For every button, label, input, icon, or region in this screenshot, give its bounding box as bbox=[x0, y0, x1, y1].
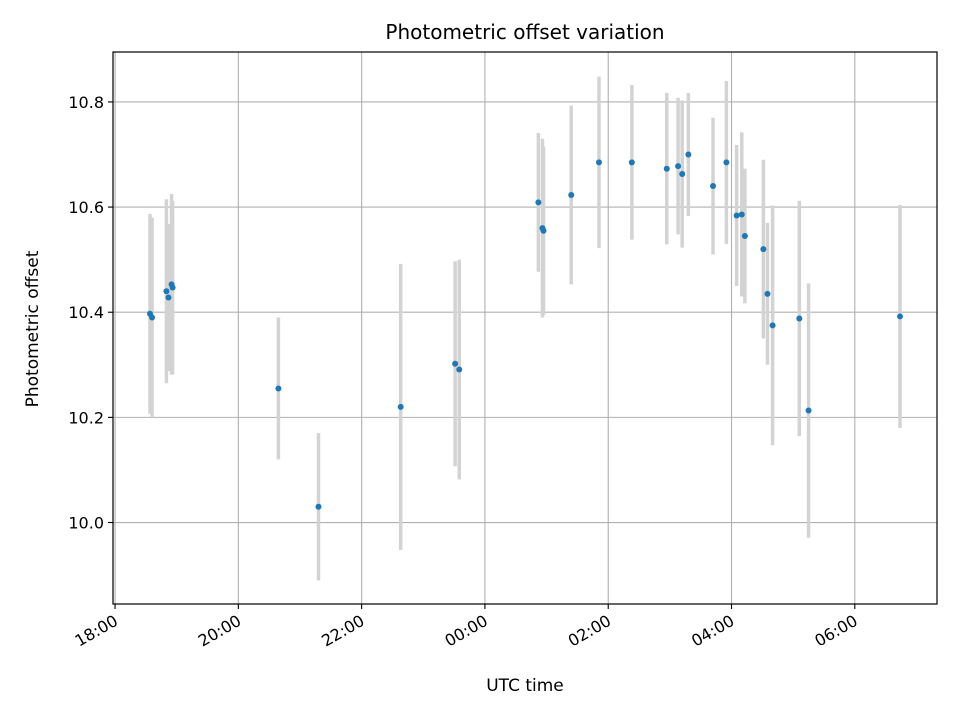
data-point bbox=[663, 165, 670, 172]
data-point bbox=[149, 314, 156, 321]
data-point bbox=[723, 159, 730, 166]
y-tick-label: 10.8 bbox=[68, 93, 104, 112]
y-tick-label: 10.6 bbox=[68, 198, 104, 217]
data-point bbox=[769, 322, 776, 329]
data-point bbox=[805, 407, 812, 414]
data-point bbox=[275, 385, 282, 392]
data-point bbox=[741, 233, 748, 239]
data-point bbox=[685, 151, 692, 158]
chart-title: Photometric offset variation bbox=[385, 20, 664, 44]
data-point bbox=[452, 360, 459, 367]
data-point bbox=[568, 191, 575, 198]
x-tick-label: 20:00 bbox=[195, 611, 244, 651]
x-tick-label: 02:00 bbox=[565, 611, 614, 651]
data-point bbox=[897, 313, 904, 320]
y-tick-label: 10.4 bbox=[68, 303, 104, 322]
data-point bbox=[397, 403, 404, 410]
data-point bbox=[738, 211, 745, 218]
y-tick-label: 10.0 bbox=[68, 514, 104, 533]
y-axis-title: Photometric offset bbox=[23, 250, 43, 407]
grid bbox=[113, 52, 937, 604]
data-point bbox=[540, 227, 547, 234]
data-point bbox=[163, 288, 170, 295]
x-tick-label: 04:00 bbox=[688, 611, 737, 651]
data-point bbox=[595, 159, 602, 166]
data-point bbox=[679, 170, 686, 177]
y-tick-label: 10.2 bbox=[68, 408, 104, 427]
x-tick-label: 00:00 bbox=[441, 611, 490, 651]
x-tick-label: 06:00 bbox=[811, 611, 860, 651]
x-tick-label: 18:00 bbox=[72, 611, 121, 651]
error-bars bbox=[148, 76, 902, 581]
data-point bbox=[796, 315, 803, 322]
data-point bbox=[315, 503, 322, 510]
data-point bbox=[764, 290, 771, 297]
x-axis: 18:00 20:00 22:00 00:00 02:00 04:00 06:00 bbox=[72, 604, 861, 651]
data-point bbox=[628, 159, 635, 166]
data-point bbox=[733, 212, 740, 219]
data-point bbox=[535, 199, 542, 206]
x-axis-title: UTC time bbox=[486, 676, 564, 696]
data-point bbox=[710, 183, 717, 190]
x-tick-label: 22:00 bbox=[318, 611, 367, 651]
plot-area-frame bbox=[112, 51, 938, 605]
y-axis: 10.0 10.2 10.4 10.6 10.8 bbox=[68, 93, 113, 533]
data-point bbox=[165, 294, 172, 301]
data-point bbox=[675, 163, 682, 170]
data-point bbox=[169, 284, 176, 291]
data-point bbox=[760, 246, 767, 253]
data-point bbox=[456, 366, 463, 373]
data-points bbox=[146, 151, 904, 510]
